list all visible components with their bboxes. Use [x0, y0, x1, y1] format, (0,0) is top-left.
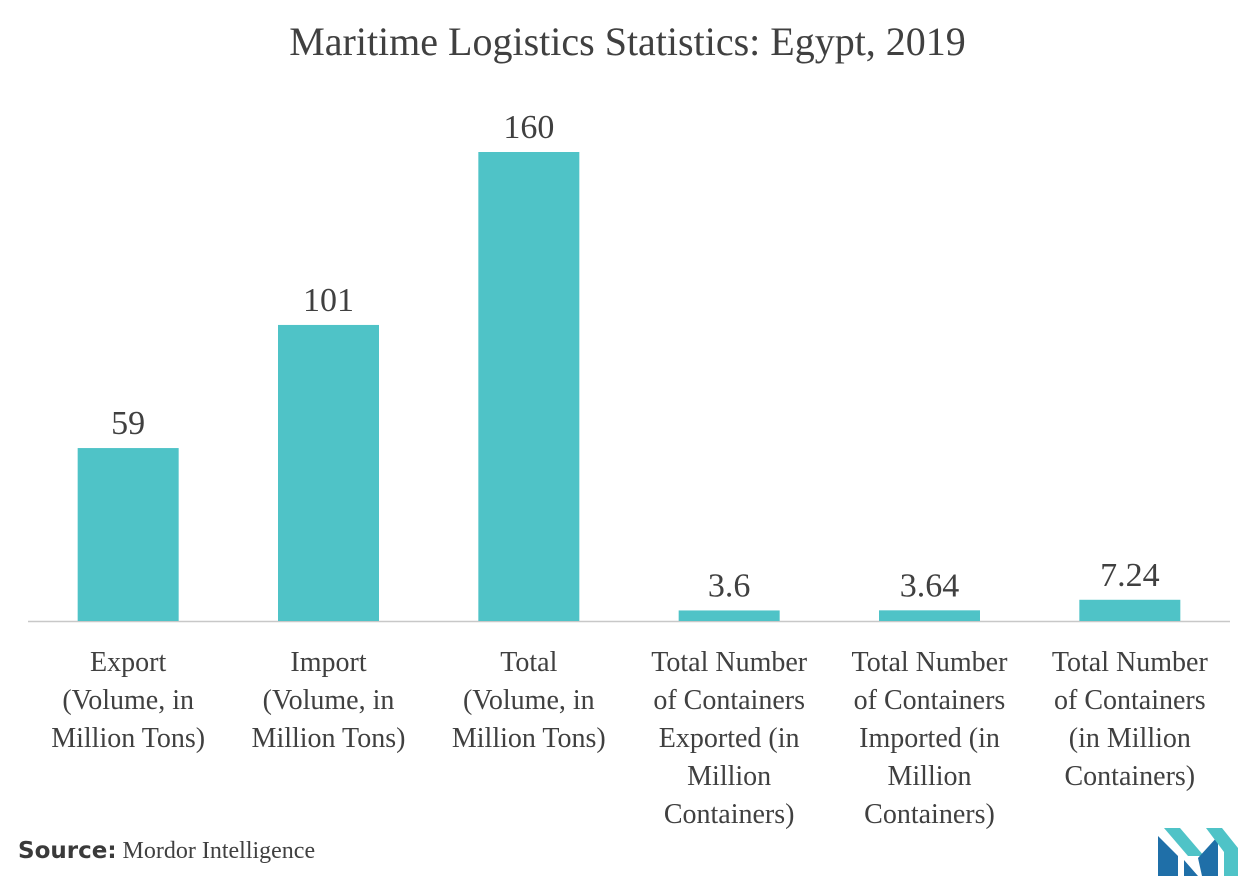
- bar-5: [879, 610, 980, 621]
- source-label: Source:: [18, 838, 117, 864]
- data-label-3: 160: [503, 109, 554, 146]
- category-label-2: Import (Volume, in Million Tons): [252, 647, 406, 754]
- chart-title: Maritime Logistics Statistics: Egypt, 20…: [289, 19, 966, 64]
- data-label-6: 7.24: [1100, 557, 1160, 594]
- category-label-6: Total Number of Containers (in Million Cont…: [1052, 647, 1209, 792]
- category-label-4: Total Number of Containers Exported (in Mil…: [651, 647, 808, 830]
- data-label-2: 101: [303, 282, 354, 319]
- bar-6: [1079, 599, 1181, 621]
- mordor-intelligence-logo-icon: [1158, 828, 1238, 876]
- data-label-5: 3.64: [900, 567, 960, 604]
- data-label-1: 59: [111, 405, 145, 442]
- category-label-1: Export (Volume, in Million Tons): [51, 647, 205, 754]
- data-label-4: 3.6: [708, 567, 751, 604]
- source-name: Mordor Intelligence: [116, 838, 316, 864]
- bar-3: [478, 152, 580, 621]
- category-label-5: Total Number of Containers Imported (in Mil…: [852, 647, 1009, 830]
- bar-4: [678, 610, 780, 621]
- source-text: Source: Mordor Intelligence: [18, 838, 315, 865]
- bar-1: [77, 448, 179, 621]
- bar-2: [278, 324, 379, 621]
- category-label-3: Total (Volume, in Million Tons): [452, 647, 606, 754]
